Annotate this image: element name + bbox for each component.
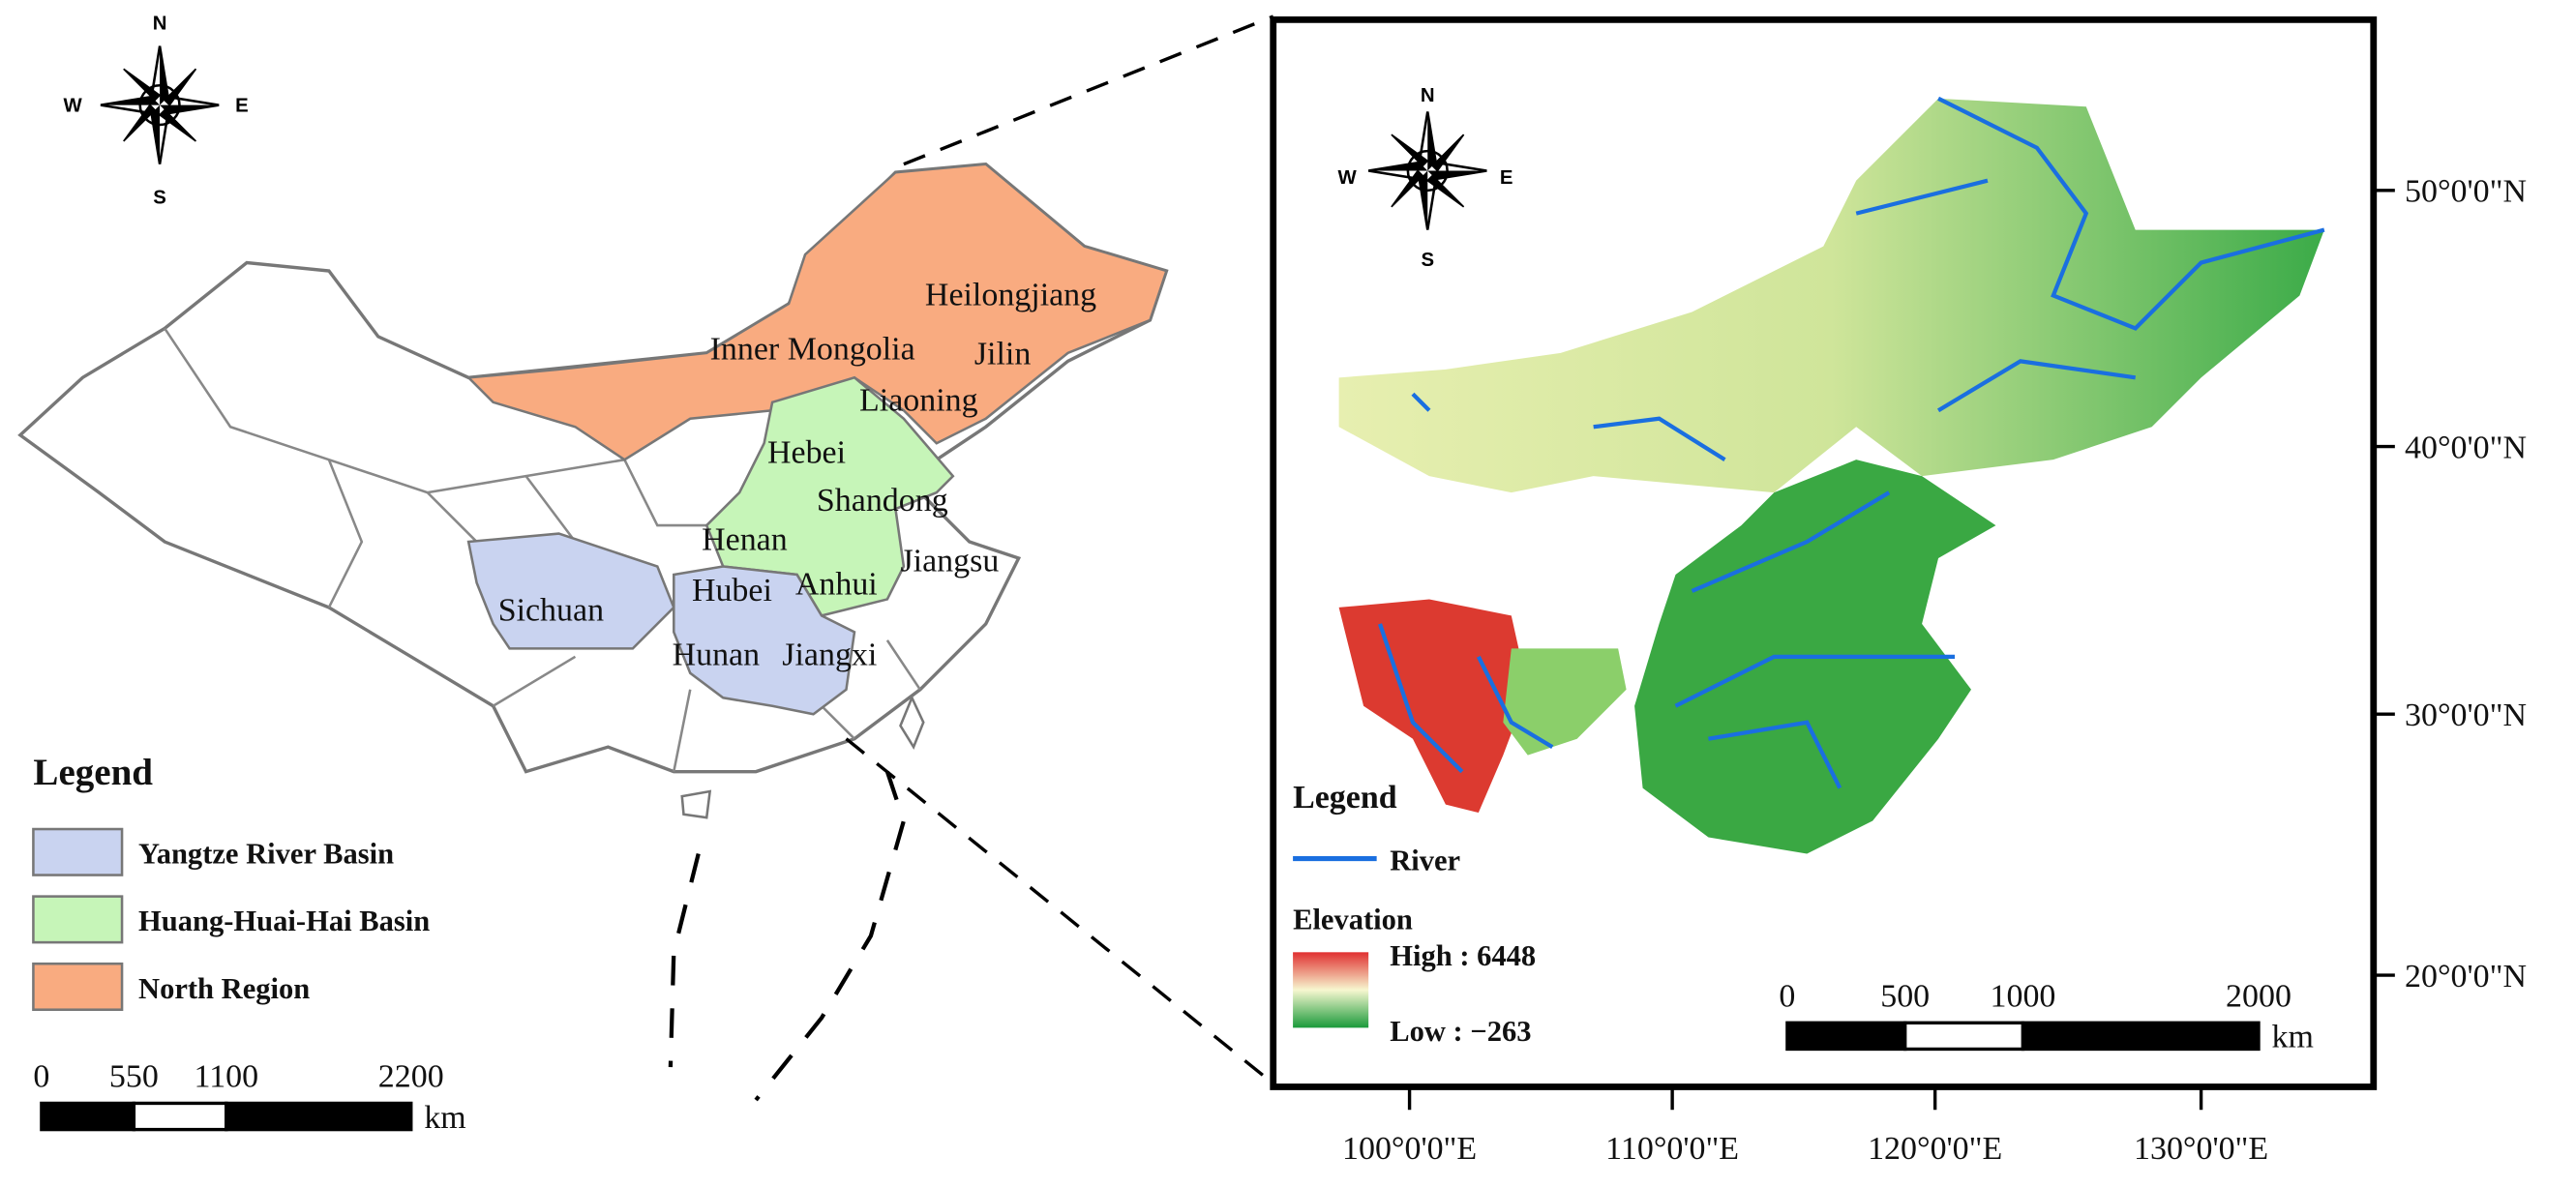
province-label: Heilongjiang xyxy=(925,278,1096,313)
province-label: Hebei xyxy=(767,435,846,471)
scale-unit: km xyxy=(424,1100,465,1136)
elevation-basin xyxy=(1503,648,1627,756)
scale-segment xyxy=(1785,1021,1907,1052)
province-label: Henan xyxy=(702,522,788,558)
province-label: Shandong xyxy=(817,483,948,519)
province-label: Hunan xyxy=(673,637,761,672)
islands xyxy=(680,695,925,819)
scale-segment xyxy=(1902,1021,2025,1052)
longitude-label: 100°0'0"E xyxy=(1342,1131,1477,1167)
province-labels: Heilongjiang Inner Mongolia Jilin Liaoning H… xyxy=(498,278,1096,673)
scale-unit: km xyxy=(2272,1020,2314,1055)
scale-segment xyxy=(2021,1021,2261,1052)
scale-bar: 0 550 1100 2200 km xyxy=(33,1058,465,1135)
compass xyxy=(99,45,221,165)
compass-n: N xyxy=(1421,85,1435,106)
legend-elevation-title: Elevation xyxy=(1293,904,1413,936)
legend-swatch xyxy=(32,962,124,1011)
scale-tick-label: 500 xyxy=(1880,978,1930,1014)
scale-segment xyxy=(132,1101,228,1132)
scale-tick-label: 550 xyxy=(109,1058,159,1094)
left-map: N E S W Heilongjiang Inner Mongolia Jilin L… xyxy=(17,14,1274,1136)
compass-w: W xyxy=(1337,167,1357,189)
legend-label: Huang-Huai-Hai Basin xyxy=(138,905,430,937)
legend-low: Low : −263 xyxy=(1390,1015,1531,1048)
province-label: Sichuan xyxy=(498,593,604,629)
latitude-label: 20°0'0"N xyxy=(2405,959,2527,994)
legend-river: River xyxy=(1390,844,1460,876)
province-label: Jiangxi xyxy=(782,637,877,672)
elevation-north xyxy=(1338,98,2324,493)
north-region xyxy=(465,163,1169,461)
province-label: Jilin xyxy=(974,337,1031,372)
legend-swatch xyxy=(32,827,124,876)
elevation-ramp xyxy=(1293,952,1369,1028)
zoom-line xyxy=(845,15,1274,1085)
longitude-label: 130°0'0"E xyxy=(2134,1131,2268,1167)
province-label: Jiangsu xyxy=(900,544,999,579)
huang-huai-hai-region xyxy=(704,375,955,617)
scale-bar: 0 500 1000 2000 km xyxy=(1779,978,2314,1054)
right-map: N E S W Legend River Elevation High : 64… xyxy=(1270,15,2527,1167)
province-label: Anhui xyxy=(795,566,878,602)
compass-n: N xyxy=(153,14,167,35)
legend-label: North Region xyxy=(138,972,310,1005)
rivers xyxy=(1378,96,2325,789)
compass-w: W xyxy=(64,95,83,116)
province-borders xyxy=(164,327,921,772)
province-label: Liaoning xyxy=(859,382,978,418)
longitude-label: 120°0'0"E xyxy=(1868,1131,2002,1167)
latitude-label: 50°0'0"N xyxy=(2405,174,2527,210)
latitude-label: 40°0'0"N xyxy=(2405,430,2527,465)
scale-tick-label: 2000 xyxy=(2226,978,2291,1014)
compass-s: S xyxy=(1421,250,1434,271)
latitude-label: 30°0'0"N xyxy=(2405,697,2527,733)
compass-e: E xyxy=(235,95,249,116)
elevation-sichuan xyxy=(1338,599,1528,814)
scale-tick-label: 0 xyxy=(1779,978,1795,1014)
latitude-labels: 50°0'0"N 40°0'0"N 30°0'0"N 20°0'0"N xyxy=(2373,174,2527,994)
central-yangtze-region xyxy=(673,565,856,716)
scale-tick-label: 1100 xyxy=(195,1058,259,1094)
compass-e: E xyxy=(1500,167,1513,189)
compass-s: S xyxy=(153,187,166,208)
nine-dash-line xyxy=(668,770,907,1102)
legend: Yangtze River Basin Huang-Huai-Hai Basin N… xyxy=(32,827,430,1011)
province-label: Hubei xyxy=(692,573,772,608)
scale-tick-label: 0 xyxy=(33,1058,49,1094)
legend-title: Legend xyxy=(1293,780,1397,816)
legend-swatch xyxy=(32,895,124,944)
longitude-label: 110°0'0"E xyxy=(1605,1131,1739,1167)
scale-tick-label: 2200 xyxy=(378,1058,444,1094)
scale-segment xyxy=(40,1101,136,1132)
scale-tick-label: 1000 xyxy=(1991,978,2056,1014)
legend-high: High : 6448 xyxy=(1390,939,1536,972)
province-label: Inner Mongolia xyxy=(710,332,915,368)
legend-title: Legend xyxy=(33,752,153,793)
sichuan-region xyxy=(466,532,675,650)
scale-segment xyxy=(225,1101,413,1132)
longitude-labels: 100°0'0"E 110°0'0"E 120°0'0"E 130°0'0"E xyxy=(1342,1086,2268,1167)
legend-label: Yangtze River Basin xyxy=(138,838,394,871)
